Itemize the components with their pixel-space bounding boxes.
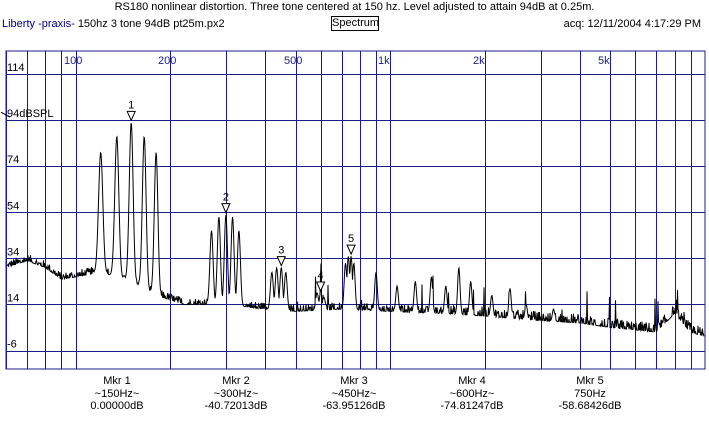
marker-frequency: 750Hz bbox=[574, 387, 606, 400]
marker-number: 5 bbox=[348, 233, 354, 245]
marker-label: Mkr 2 bbox=[222, 375, 250, 387]
marker-readout-3: Mkr 3 ~450Hz~ -63.95126dB bbox=[299, 375, 409, 413]
x-tick-label: 100 bbox=[64, 55, 82, 67]
x-tick-label: 200 bbox=[158, 55, 176, 67]
marker-triangle-icon bbox=[126, 110, 136, 122]
y-tick-labels: 114 94dBSPL 74 54 34 14 -6 bbox=[0, 62, 53, 351]
marker-5: 5 bbox=[346, 233, 356, 256]
marker-value: -40.72013dB bbox=[204, 400, 268, 412]
y-tick-label: -6 bbox=[7, 339, 17, 351]
marker-readout-2: Mkr 2 ~300Hz~ -40.72013dB bbox=[181, 375, 291, 413]
marker-frequency: ~450Hz~ bbox=[331, 387, 377, 400]
marker-label: Mkr 1 bbox=[103, 375, 131, 387]
marker-triangle-icon bbox=[315, 281, 326, 293]
markers: 1 2 3 4 5 bbox=[126, 99, 356, 293]
marker-readout-table: Mkr 1 ~150Hz~ 0.00000dB Mkr 2 ~300Hz~ -40.720… bbox=[0, 375, 709, 425]
info-bar-left: Liberty -praxis- 150hz 3 tone 94dB pt25m… bbox=[2, 17, 225, 31]
x-tick-labels: 100 200 500 1k 2k 5k bbox=[64, 55, 610, 67]
marker-number: 4 bbox=[318, 270, 324, 282]
x-tick-label: 1k bbox=[378, 55, 390, 67]
y-tick-label: 14 bbox=[7, 292, 19, 304]
marker-2: 2 bbox=[221, 192, 231, 214]
marker-label: Mkr 3 bbox=[340, 375, 368, 387]
spectrum-line bbox=[6, 123, 705, 337]
marker-frequency: ~150Hz~ bbox=[94, 387, 140, 400]
y-tick-label: 114 bbox=[7, 62, 25, 74]
acquisition-timestamp: acq: 12/11/2004 4:17:29 PM bbox=[563, 18, 701, 30]
marker-frequency: ~600Hz~ bbox=[449, 387, 495, 400]
marker-value: 0.00000dB bbox=[90, 400, 144, 412]
marker-triangle-icon bbox=[346, 244, 356, 256]
app-name: Liberty -praxis- bbox=[2, 18, 75, 30]
grid bbox=[5, 50, 706, 370]
spectrum-trace bbox=[6, 123, 705, 337]
marker-label: Mkr 4 bbox=[458, 375, 486, 387]
marker-triangle-icon bbox=[276, 256, 287, 267]
marker-value: -58.68426dB bbox=[558, 400, 622, 412]
spectrum-view-button[interactable]: Spectrum bbox=[331, 16, 380, 31]
y-tick-label: 34 bbox=[7, 246, 19, 258]
marker-number: 1 bbox=[128, 99, 134, 111]
x-tick-label: 2k bbox=[473, 55, 485, 67]
marker-value: -63.95126dB bbox=[322, 400, 386, 412]
marker-readout-4: Mkr 4 ~600Hz~ -74.81247dB bbox=[417, 375, 527, 413]
marker-number: 3 bbox=[278, 245, 284, 257]
file-name: 150hz 3 tone 94dB pt25m.px2 bbox=[77, 18, 225, 30]
marker-value: -74.81247dB bbox=[440, 400, 504, 412]
marker-readout-5: Mkr 5 750Hz -58.68426dB bbox=[535, 375, 645, 413]
marker-1: 1 bbox=[126, 99, 136, 122]
x-tick-label: 500 bbox=[284, 55, 302, 67]
x-tick-label: 5k bbox=[598, 55, 610, 67]
marker-triangle-icon bbox=[221, 203, 231, 214]
window-title: RS180 nonlinear distortion. Three tone c… bbox=[114, 1, 595, 13]
y-tick-label: 74 bbox=[7, 154, 19, 166]
marker-readout-1: Mkr 1 ~150Hz~ 0.00000dB bbox=[62, 375, 172, 413]
y-tick-label: 94dBSPL bbox=[7, 108, 53, 120]
marker-3: 3 bbox=[276, 245, 287, 267]
reference-level-arrow bbox=[0, 111, 11, 118]
marker-number: 2 bbox=[223, 192, 229, 204]
y-tick-label: 54 bbox=[7, 200, 19, 212]
marker-frequency: ~300Hz~ bbox=[213, 387, 259, 400]
marker-label: Mkr 5 bbox=[576, 375, 604, 387]
plot-frame bbox=[5, 50, 706, 370]
marker-4: 4 bbox=[315, 270, 326, 293]
